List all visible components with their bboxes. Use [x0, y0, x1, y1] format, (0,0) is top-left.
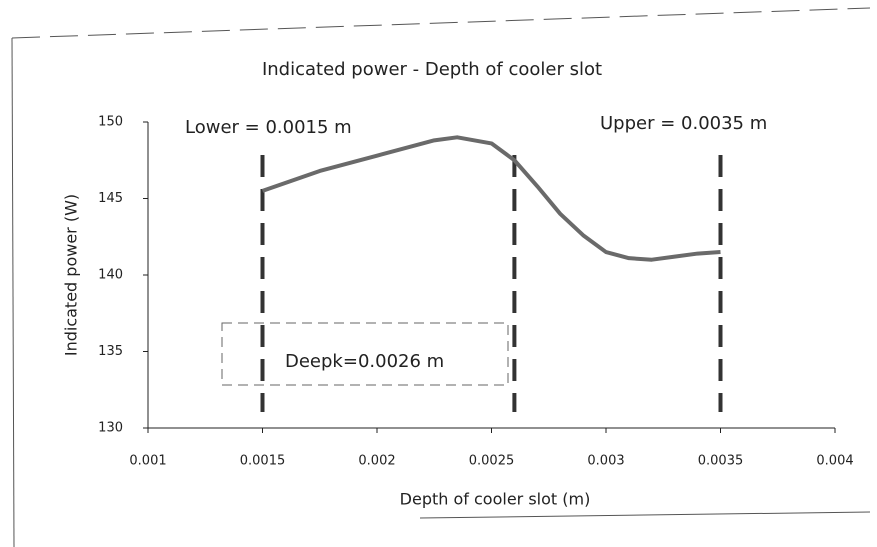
y-tick-label: 130: [98, 421, 123, 436]
y-tick-label: 145: [98, 191, 123, 206]
x-tick-label: 0.004: [816, 454, 853, 469]
x-tick-label: 0.0015: [240, 454, 286, 469]
x-tick-label: 0.0025: [469, 454, 515, 469]
y-tick-label: 135: [98, 344, 123, 359]
frame-left: [11, 37, 15, 547]
y-tick-label: 140: [98, 268, 123, 283]
data-line: [261, 135, 721, 262]
x-tick-label: 0.003: [587, 454, 624, 469]
x-axis-label: Depth of cooler slot (m): [400, 490, 591, 509]
annotation: Upper = 0.0035 m: [600, 113, 767, 134]
x-tick-label: 0.0035: [698, 454, 744, 469]
y-axis-label: Indicated power (W): [62, 194, 81, 356]
annotation-box: [221, 322, 509, 386]
x-tick-label: 0.002: [358, 454, 395, 469]
frame-top: [11, 7, 871, 39]
annotation: Lower = 0.0015 m: [185, 117, 352, 138]
frame-bottom: [419, 511, 871, 519]
annotation: Deepk=0.0026 m: [285, 351, 444, 372]
chart-title: Indicated power - Depth of cooler slot: [262, 59, 602, 80]
y-tick-label: 150: [98, 115, 123, 130]
x-tick-label: 0.001: [129, 454, 166, 469]
